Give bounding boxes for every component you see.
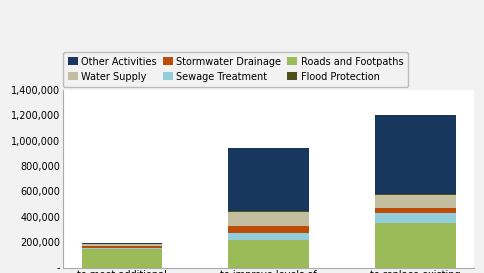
- Bar: [228, 233, 309, 240]
- Bar: [375, 223, 455, 268]
- Bar: [228, 212, 309, 226]
- Bar: [82, 248, 162, 268]
- Bar: [228, 149, 309, 211]
- Bar: [228, 211, 309, 212]
- Bar: [82, 246, 162, 248]
- Bar: [375, 213, 455, 223]
- Bar: [375, 194, 455, 195]
- Bar: [375, 208, 455, 213]
- Bar: [82, 244, 162, 246]
- Bar: [228, 240, 309, 268]
- Bar: [375, 195, 455, 208]
- Bar: [375, 115, 455, 194]
- Bar: [228, 226, 309, 233]
- Legend: Other Activities, Water Supply, Stormwater Drainage, Sewage Treatment, Roads and: Other Activities, Water Supply, Stormwat…: [63, 52, 408, 87]
